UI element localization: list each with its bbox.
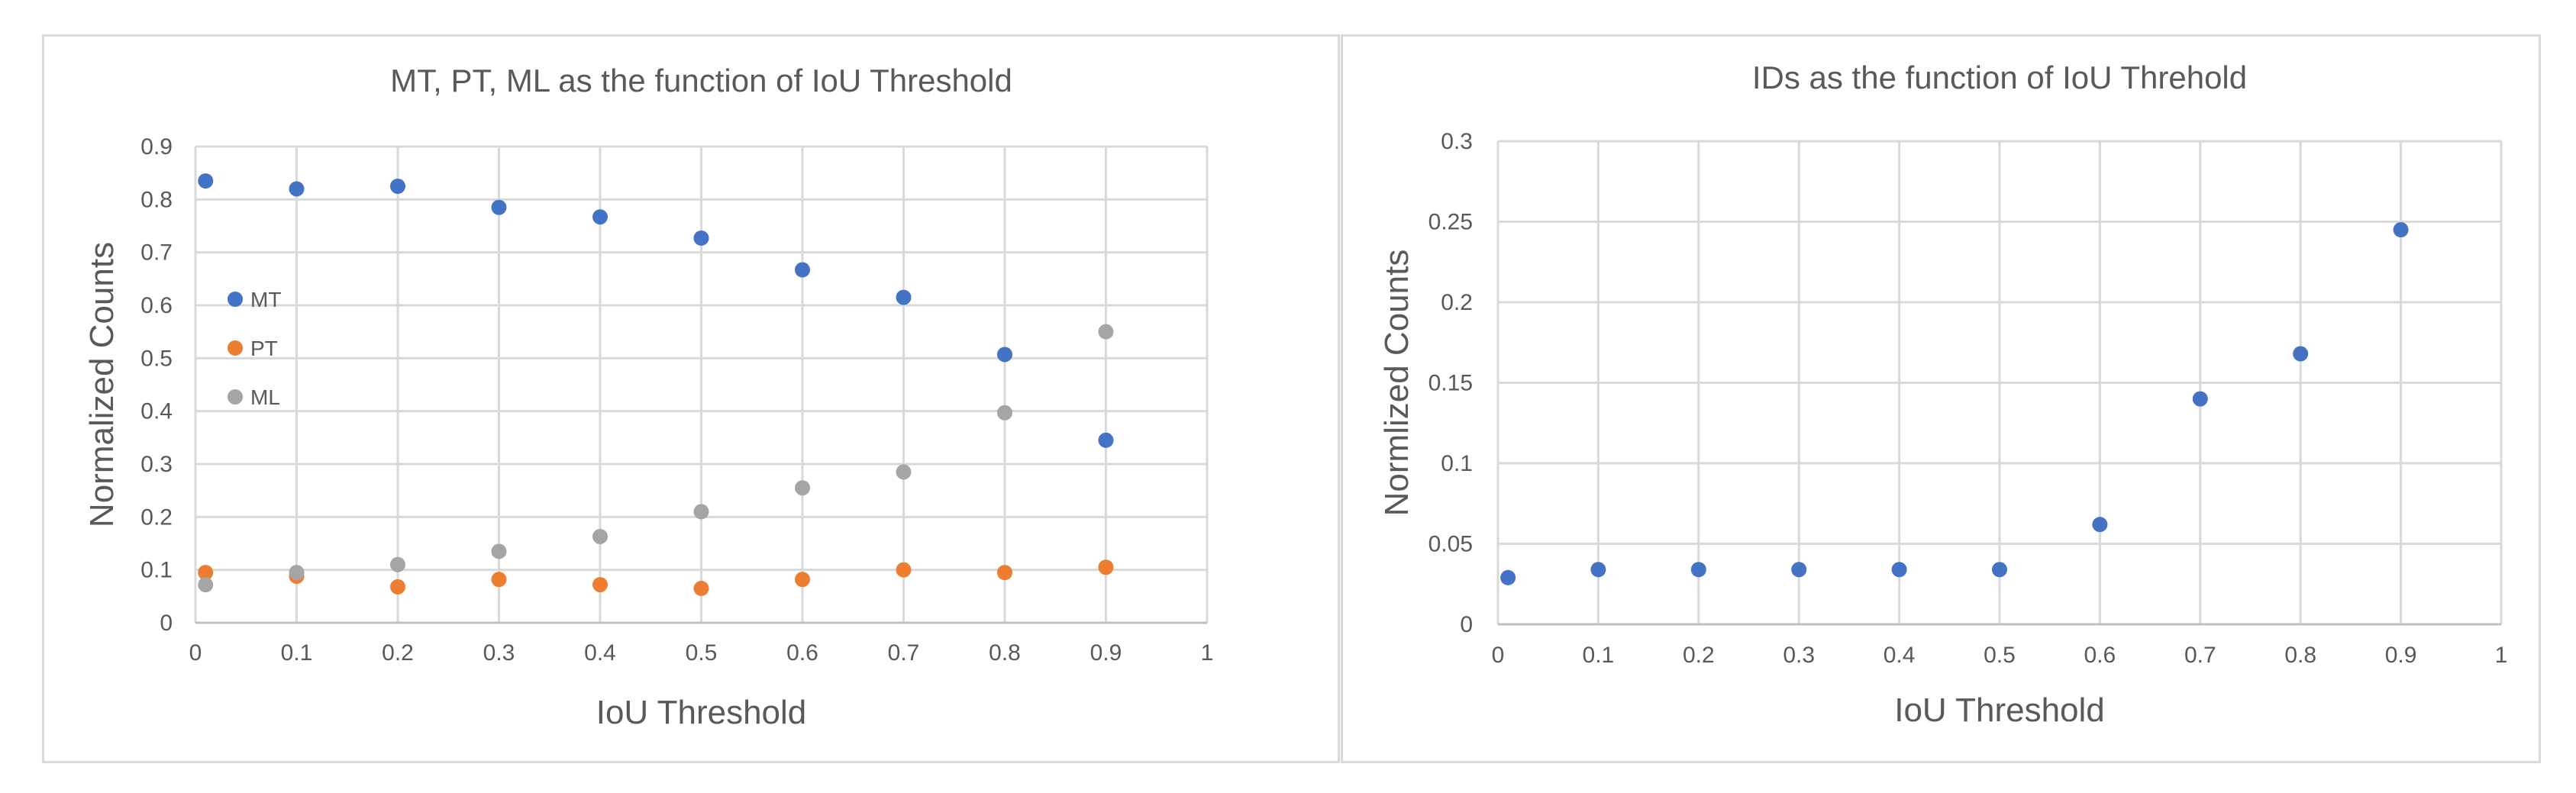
x-tick-label: 0.8 [989, 640, 1021, 666]
x-axis-title: IoU Threshold [596, 694, 807, 731]
legend-marker [228, 292, 243, 307]
data-point [896, 289, 912, 305]
x-tick-label: 0.6 [786, 640, 818, 666]
y-tick-label: 0.3 [1441, 129, 1473, 154]
data-point [997, 565, 1012, 581]
data-point [2393, 222, 2409, 238]
data-point [1098, 324, 1114, 340]
x-tick-label: 0 [189, 640, 202, 666]
y-tick-label: 0.7 [140, 240, 173, 266]
data-point [1098, 559, 1114, 575]
y-tick-label: 0.2 [140, 504, 173, 530]
data-point [592, 528, 608, 544]
data-point [795, 572, 810, 588]
y-tick-label: 0.5 [140, 346, 173, 371]
data-point [289, 565, 305, 581]
data-point [1590, 562, 1606, 578]
y-tick-label: 0.2 [1441, 290, 1473, 315]
legend-label: MT [250, 288, 281, 311]
data-point [1098, 432, 1114, 448]
y-tick-label: 0.3 [140, 452, 173, 477]
x-tick-label: 0.8 [2284, 643, 2316, 668]
x-tick-label: 0.2 [382, 640, 414, 666]
data-point [2092, 517, 2108, 533]
data-point [2293, 346, 2309, 362]
data-point [1992, 562, 2007, 578]
data-point [795, 262, 810, 278]
chart-left: MT, PT, ML as the function of IoU Thresh… [83, 63, 1214, 731]
data-point [592, 577, 608, 593]
x-tick-label: 0 [1492, 643, 1505, 668]
data-point [693, 580, 709, 596]
y-tick-label: 0.1 [1441, 451, 1473, 476]
x-tick-label: 0.2 [1683, 643, 1715, 668]
data-point [997, 347, 1012, 363]
legend-marker [228, 340, 243, 356]
x-tick-label: 0.5 [686, 640, 718, 666]
data-point [390, 556, 405, 572]
data-point [795, 480, 810, 496]
y-tick-label: 0.9 [140, 134, 173, 160]
data-point [289, 181, 305, 197]
data-point [1500, 569, 1516, 585]
data-point [390, 579, 405, 595]
legend-marker [228, 389, 243, 405]
data-point [693, 230, 709, 246]
data-point [1690, 562, 1706, 578]
x-tick-label: 0.4 [1884, 643, 1916, 668]
data-point [896, 562, 912, 578]
chart-right: IDs as the function of IoU Threhold 0 0.1 0… [1378, 60, 2508, 729]
x-tick-label: 1 [2495, 643, 2508, 668]
x-tick-label: 0.4 [584, 640, 616, 666]
x-tick-label: 0.3 [1783, 643, 1815, 668]
x-tick-label: 0.9 [2385, 643, 2417, 668]
data-point [693, 504, 709, 520]
data-point [2192, 391, 2208, 407]
data-point [198, 577, 214, 593]
data-point [1891, 562, 1907, 578]
y-tick-label: 0.05 [1428, 532, 1473, 557]
legend-label: ML [250, 385, 280, 409]
x-tick-label: 0.1 [1583, 643, 1615, 668]
y-tick-label: 0.6 [140, 293, 173, 318]
y-tick-label: 0.1 [140, 558, 173, 583]
y-axis-title: Normlized Counts [1378, 250, 1416, 517]
data-point [491, 199, 507, 215]
x-tick-label: 0.1 [281, 640, 313, 666]
x-axis-title: IoU Threshold [1894, 691, 2105, 729]
data-point [896, 464, 912, 480]
y-tick-label: 0.8 [140, 187, 173, 212]
legend-label: PT [250, 337, 278, 360]
y-tick-label: 0.15 [1428, 371, 1473, 396]
y-tick-label: 0 [1460, 612, 1473, 637]
data-point [592, 209, 608, 225]
x-tick-label: 0.9 [1090, 640, 1122, 666]
data-point [1791, 562, 1807, 578]
x-tick-label: 0.6 [2084, 643, 2116, 668]
x-tick-label: 0.7 [2184, 643, 2216, 668]
y-axis-title: Normalized Counts [83, 242, 121, 527]
y-tick-label: 0.4 [140, 399, 173, 424]
chart-title: MT, PT, ML as the function of IoU Thresh… [390, 63, 1012, 98]
data-point [491, 543, 507, 559]
data-point [390, 179, 405, 194]
data-point [198, 565, 214, 581]
x-tick-label: 0.7 [888, 640, 920, 666]
x-tick-label: 0.3 [483, 640, 515, 666]
chart-panel-right: IDs as the function of IoU Threhold 0 0.1 0… [1341, 34, 2541, 763]
data-point [997, 405, 1012, 421]
x-tick-label: 1 [1201, 640, 1214, 666]
data-point [198, 173, 214, 189]
x-tick-label: 0.5 [1984, 643, 2016, 668]
y-tick-label: 0 [160, 611, 173, 636]
data-point [491, 572, 507, 588]
chart-title: IDs as the function of IoU Threhold [1752, 60, 2247, 95]
chart-panel-left: MT, PT, ML as the function of IoU Thresh… [42, 34, 1340, 763]
y-tick-label: 0.25 [1428, 210, 1473, 235]
